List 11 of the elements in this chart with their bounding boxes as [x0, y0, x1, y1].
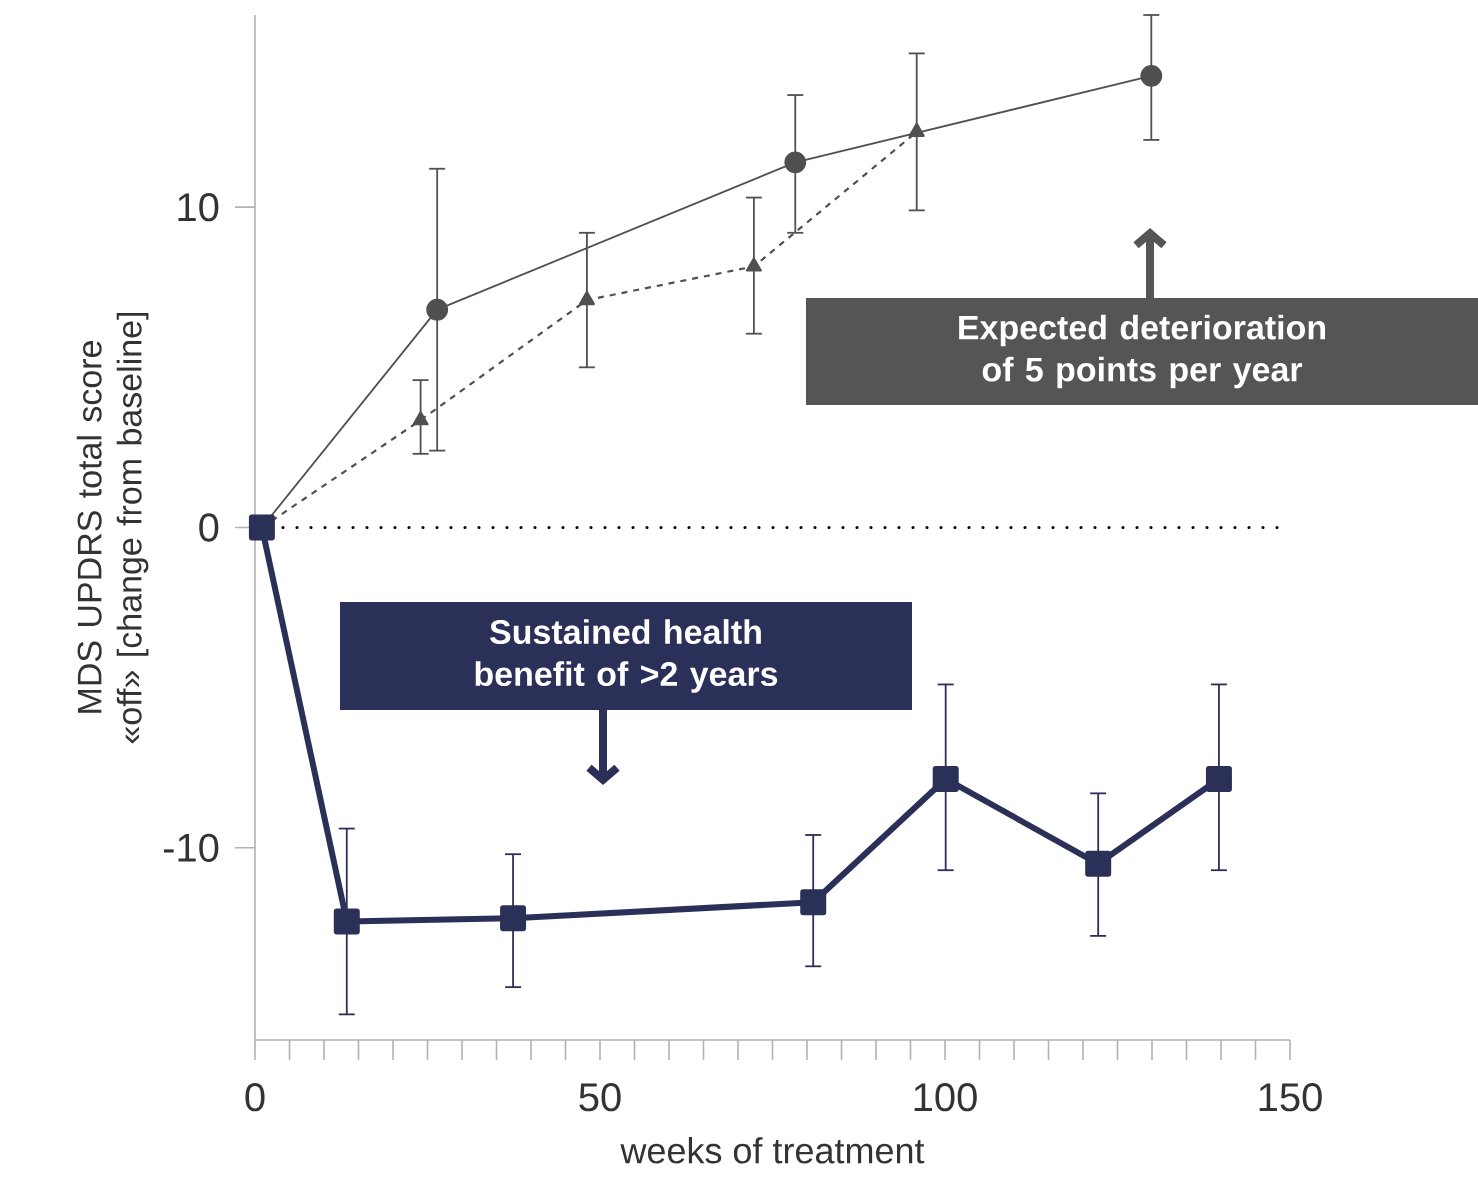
annotation: Expected deterioration of 5 points per year — [959, 314, 1326, 389]
y-tick-label: 0 — [199, 513, 219, 542]
annotation: Sustained health benefit of >2 years — [475, 619, 778, 693]
x-axis-title: weeks of treatment — [620, 1137, 925, 1164]
x-tick-label: 100 — [914, 1083, 977, 1112]
x-tick-label: 150 — [1259, 1083, 1322, 1112]
x-tick-label: 0 — [245, 1083, 265, 1112]
y-axis-title: MDS UPDRS total score «off» [change from baseline] — [76, 312, 149, 744]
y-tick-label: 10 — [178, 193, 219, 222]
y-tick-label: -10 — [163, 833, 219, 862]
x-tick-label: 50 — [579, 1083, 621, 1112]
